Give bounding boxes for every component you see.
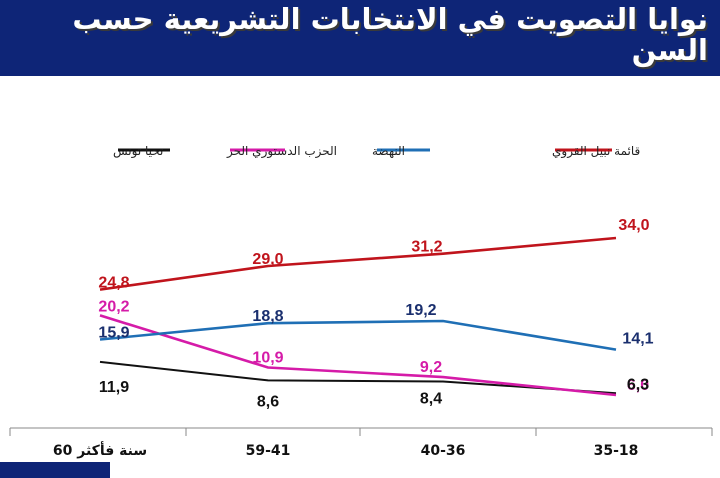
data-label-ennahdha: 14,1 [622,331,653,348]
data-label-tahya-tounes: 11,9 [99,379,129,396]
data-label-pdl: 6,0 [627,377,649,394]
data-label-nabil-karoui: 34,0 [618,217,649,234]
data-label-nabil-karoui: 31,2 [411,239,442,256]
series-line-tahya-tounes [99,360,617,395]
x-tick-label: 60 سنة فأكثر [53,441,147,459]
series-line-ennahdha [99,319,617,351]
data-label-pdl: 10,9 [252,350,283,367]
footer-bar [0,462,110,478]
data-label-pdl: 20,2 [98,298,129,315]
x-tick-label: 35-18 [594,443,639,459]
data-label-nabil-karoui: 29,0 [252,251,283,268]
legend-label-ennahdha: النهضة [372,144,405,158]
series-line-nabil-karoui [99,236,617,291]
legend-label-pdl: الحزب الدستوري الحر [226,144,337,159]
title-banner [0,0,720,76]
data-label-tahya-tounes: 6,3 [627,376,649,393]
page-title-shadow: نوايا التصويت في الانتخابات التشريعية حس… [74,4,710,69]
x-tick-label: 40-36 [421,443,466,459]
data-label-tahya-tounes: 8,6 [257,393,279,410]
x-tick-label: 59-41 [246,443,291,459]
legend-label-tahya-tounes: تحيا تونس [113,144,163,159]
data-label-nabil-karoui: 24,8 [98,275,129,292]
data-label-ennahdha: 19,2 [405,302,436,319]
series-line-pdl [99,314,617,397]
data-label-tahya-tounes: 8,4 [420,391,442,408]
data-label-ennahdha: 18,8 [252,308,283,325]
data-label-pdl: 9,2 [420,359,442,376]
legend-label-nabil-karoui: قائمة نبيل القروي [552,144,640,159]
page-title: نوايا التصويت في الانتخابات التشريعية حس… [72,2,708,67]
data-label-ennahdha: 15,9 [98,324,129,341]
